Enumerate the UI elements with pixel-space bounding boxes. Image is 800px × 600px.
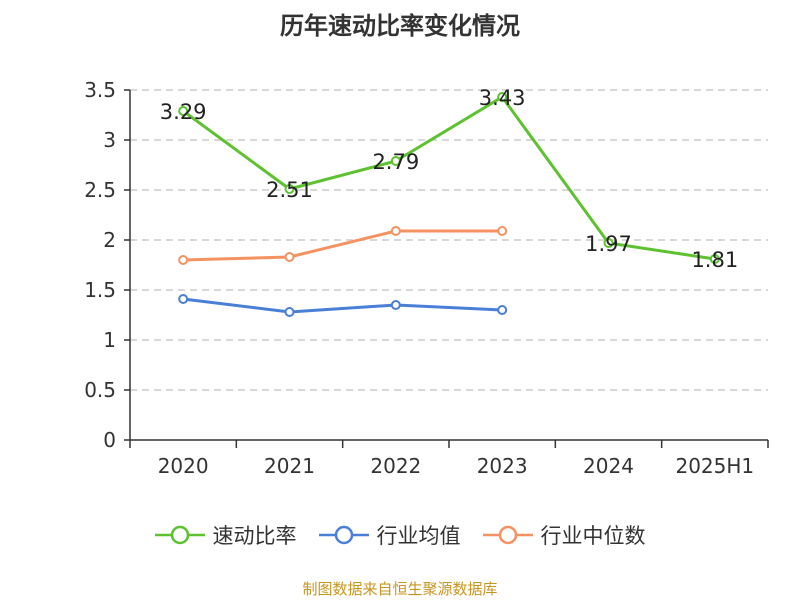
- legend-label-quick-ratio: 速动比率: [212, 524, 297, 548]
- data-point: [284, 252, 295, 262]
- data-label: 2.51: [266, 178, 313, 202]
- series-line-2: [183, 229, 503, 262]
- data-point: [390, 300, 401, 310]
- data-point: [497, 305, 508, 315]
- y-tick-label: 2: [103, 228, 116, 252]
- y-tick-label: 2.5: [84, 178, 116, 202]
- x-tick-label: 2022: [370, 454, 421, 478]
- data-label: 3.43: [479, 86, 526, 110]
- y-tick-label: 0.5: [84, 378, 116, 402]
- data-point: [497, 92, 508, 102]
- y-tick-label: 0: [103, 428, 116, 452]
- legend-item-quick-ratio[interactable]: 速动比率: [154, 520, 297, 550]
- data-point: [390, 226, 401, 236]
- legend-swatch-industry-mean: [318, 525, 369, 545]
- data-point: [709, 254, 720, 264]
- data-point: [390, 156, 401, 166]
- y-tick-label: 1.5: [84, 278, 116, 302]
- data-label: 3.29: [160, 100, 207, 124]
- data-point: [178, 255, 189, 265]
- data-point: [178, 106, 189, 116]
- x-tick-label: 2023: [477, 454, 528, 478]
- data-point: [178, 294, 189, 304]
- chart-title: 历年速动比率变化情况: [280, 12, 520, 40]
- legend-item-industry-median[interactable]: 行业中位数: [482, 520, 646, 550]
- source-note: 制图数据来自恒生聚源数据库: [302, 580, 498, 598]
- series-line-1: [182, 297, 503, 314]
- x-tick-label: 2025H1: [675, 454, 754, 478]
- data-point: [603, 238, 614, 248]
- data-point: [284, 184, 295, 194]
- x-tick-label: 2024: [583, 454, 634, 478]
- y-tick-label: 3.5: [84, 78, 116, 102]
- x-tick-label: 2020: [158, 454, 209, 478]
- legend-label-industry-median: 行业中位数: [540, 524, 646, 548]
- legend-swatch-quick-ratio: [154, 525, 205, 545]
- data-label: 1.81: [691, 248, 738, 272]
- x-tick-label: 2021: [264, 454, 315, 478]
- y-tick-label: 3: [103, 128, 116, 152]
- data-point: [284, 307, 295, 317]
- legend-label-industry-mean: 行业均值: [376, 524, 461, 548]
- y-tick-label: 1: [103, 328, 116, 352]
- data-label: 1.97: [585, 232, 632, 256]
- data-label: 2.79: [372, 150, 419, 174]
- legend-item-industry-mean[interactable]: 行业均值: [318, 520, 461, 550]
- chart-legend: 速动比率 行业均值 行业中位数: [0, 520, 800, 550]
- series-line-0: [182, 95, 716, 261]
- legend-swatch-industry-median: [482, 525, 533, 545]
- data-point: [497, 226, 508, 236]
